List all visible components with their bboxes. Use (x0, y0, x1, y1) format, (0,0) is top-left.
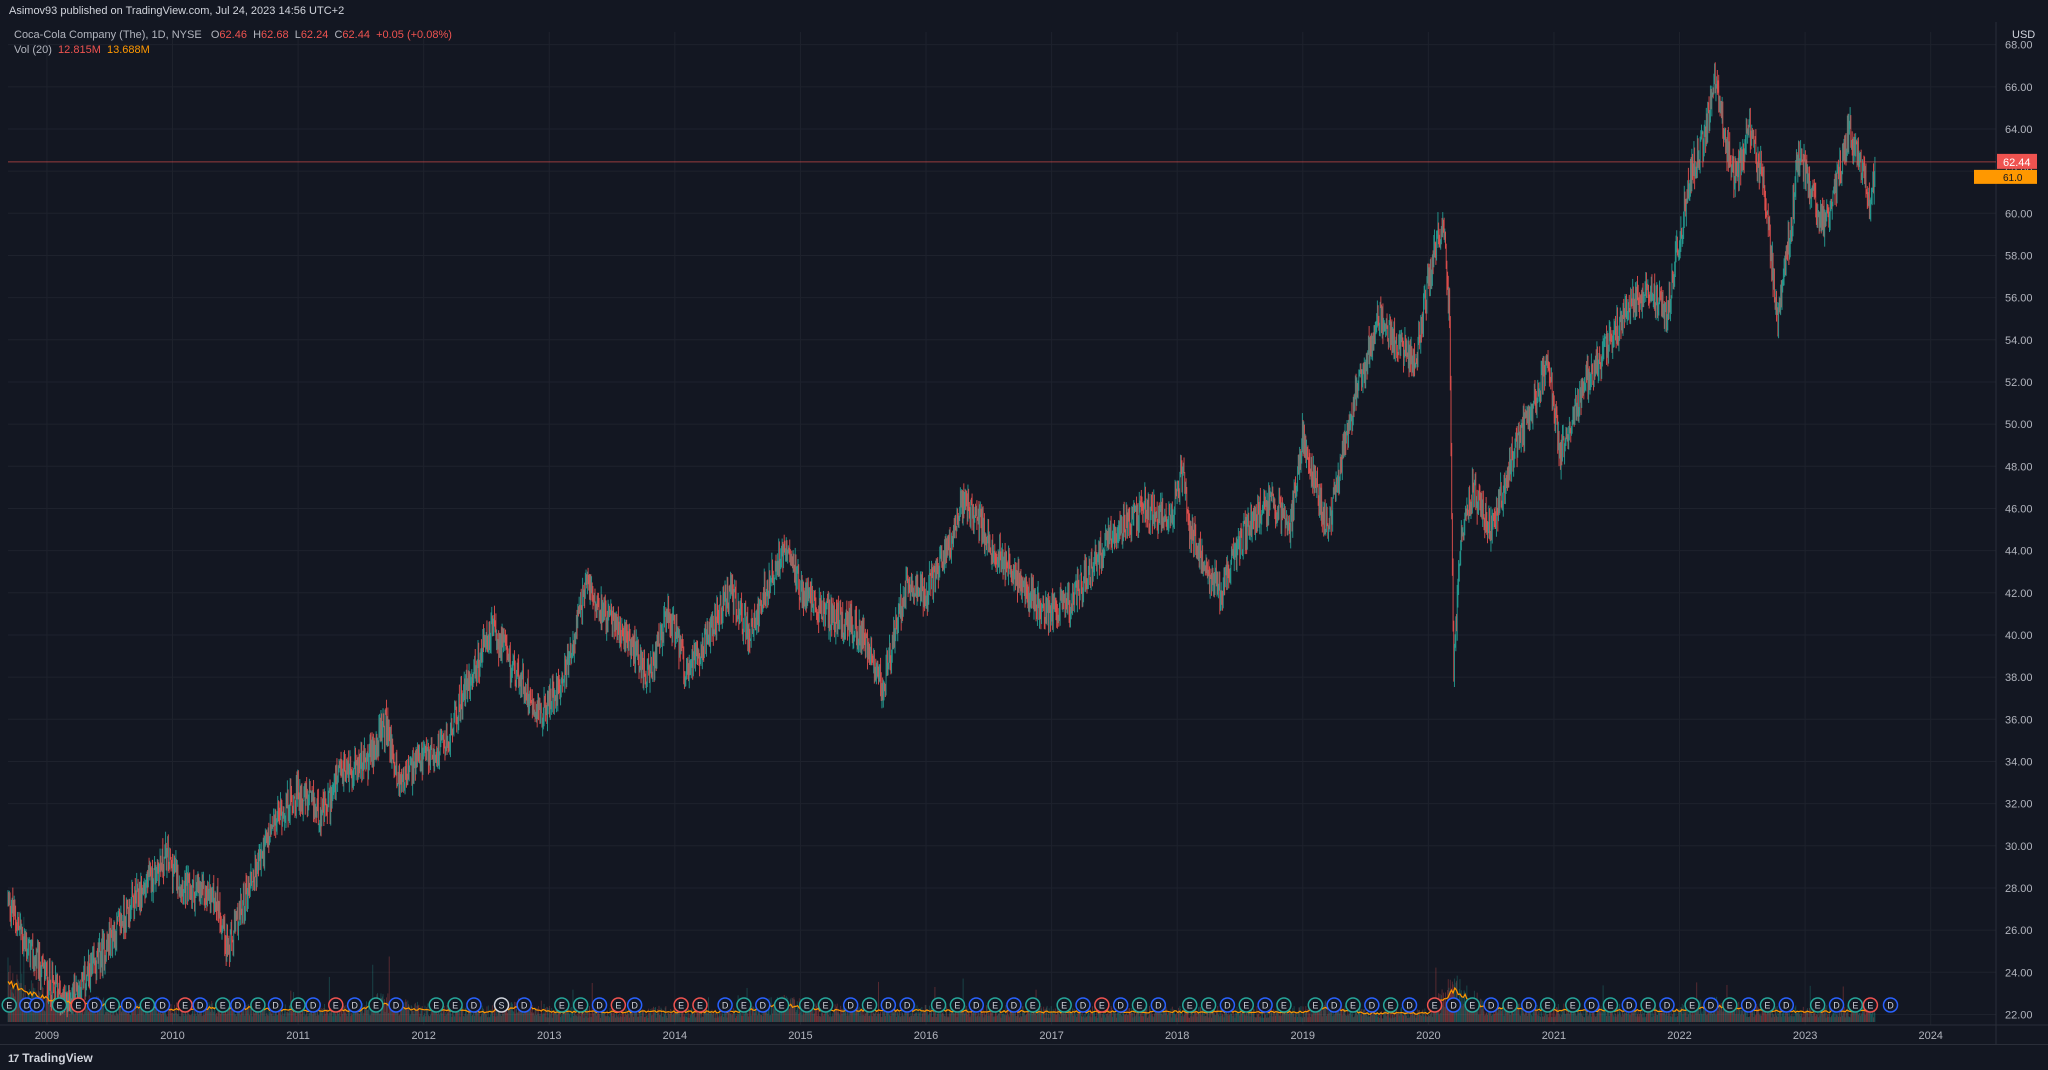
publish-info: Asimov93 published on TradingView.com, J… (9, 5, 344, 17)
volume-ma-value: 13.688M (107, 44, 150, 56)
price-tick-label: 22.00 (2005, 1009, 2033, 1021)
price-tick-label: 48.00 (2005, 461, 2033, 473)
price-tick-label: 24.00 (2005, 967, 2033, 979)
time-tick-label: 2022 (1667, 1030, 1691, 1042)
price-tick-label: 30.00 (2005, 841, 2033, 853)
time-tick-label: 2018 (1165, 1030, 1189, 1042)
volume-value: 12.815M (58, 44, 101, 56)
price-tick-label: 42.00 (2005, 588, 2033, 600)
high-label: H (253, 29, 261, 41)
time-tick-label: 2023 (1793, 1030, 1817, 1042)
price-tick-label: 66.00 (2005, 82, 2033, 94)
time-tick-label: 2021 (1542, 1030, 1566, 1042)
price-tick-label: 26.00 (2005, 925, 2033, 937)
volume-legend-row: Vol (20) 12.815M 13.688M (14, 43, 452, 58)
price-tick-label: 40.00 (2005, 630, 2033, 642)
price-tick-label: 52.00 (2005, 377, 2033, 389)
time-tick-label: 2013 (537, 1030, 561, 1042)
close-value: 62.44 (342, 29, 370, 41)
time-tick-label: 2014 (663, 1030, 687, 1042)
price-tick-label: 44.00 (2005, 546, 2033, 558)
time-tick-label: 2024 (1918, 1030, 1942, 1042)
volume-label[interactable]: Vol (20) (14, 44, 52, 56)
time-tick-label: 2012 (411, 1030, 435, 1042)
price-tick-label: 58.00 (2005, 250, 2033, 262)
chart-legend: Coca-Cola Company (The), 1D, NYSE O62.46… (14, 28, 452, 58)
time-tick-label: 2010 (160, 1030, 184, 1042)
time-tick-label: 2016 (914, 1030, 938, 1042)
high-value: 62.68 (261, 29, 289, 41)
price-tick-label: 36.00 (2005, 714, 2033, 726)
price-tick-label: 68.00 (2005, 40, 2033, 52)
change-value: +0.05 (+0.08%) (376, 29, 452, 41)
time-tick-label: 2020 (1416, 1030, 1440, 1042)
open-value: 62.46 (219, 29, 247, 41)
price-tick-label: 46.00 (2005, 503, 2033, 515)
price-tick-label: 54.00 (2005, 335, 2033, 347)
price-tick-label: 60.00 (2005, 208, 2033, 220)
time-tick-label: 2015 (788, 1030, 812, 1042)
low-value: 62.24 (301, 29, 329, 41)
price-tick-label: 34.00 (2005, 756, 2033, 768)
price-tick-label: 32.00 (2005, 799, 2033, 811)
time-tick-label: 2009 (35, 1030, 59, 1042)
price-chart[interactable]: 22.00 24.00 26.00 28.00 30.00 32.00 34.00 36.00… (0, 22, 2048, 1044)
ohlc-legend-row: Coca-Cola Company (The), 1D, NYSE O62.46… (14, 28, 452, 43)
time-tick-label: 2011 (286, 1030, 310, 1042)
currency-label: USD (2012, 29, 2035, 41)
price-tick-label: 38.00 (2005, 672, 2033, 684)
time-tick-label: 2017 (1039, 1030, 1063, 1042)
price-tick-label: 56.00 (2005, 293, 2033, 305)
publish-header: Asimov93 published on TradingView.com, J… (0, 0, 2048, 23)
symbol-label[interactable]: Coca-Cola Company (The), 1D, NYSE (14, 29, 202, 41)
time-tick-label: 2019 (1291, 1030, 1315, 1042)
price-tick-label: 28.00 (2005, 883, 2033, 895)
price-tick-label: 64.00 (2005, 124, 2033, 136)
price-tick-label: 50.00 (2005, 419, 2033, 431)
